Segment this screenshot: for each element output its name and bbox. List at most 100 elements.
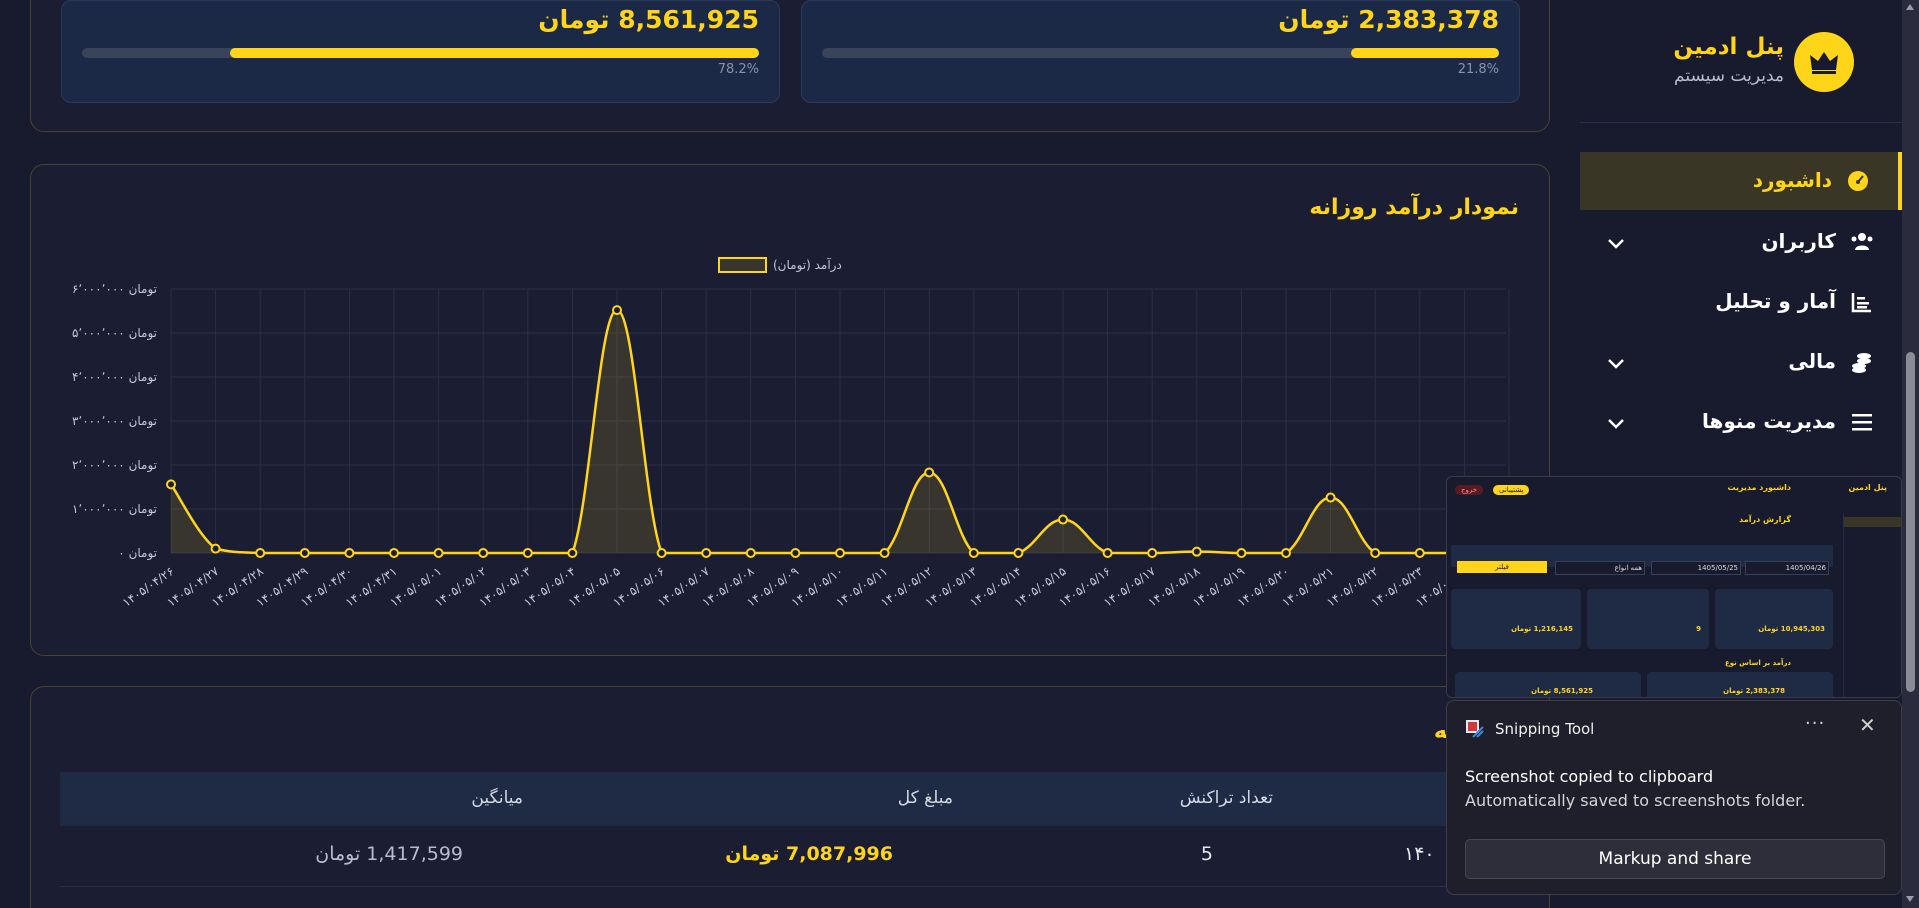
y-tick-label: ۲٬۰۰۰٬۰۰۰ تومان [72,458,157,473]
markup-and-share-button[interactable]: Markup and share [1465,839,1885,879]
y-tick-label: ۶٬۰۰۰٬۰۰۰ تومان [72,282,157,297]
data-point [1191,546,1202,557]
sidebar-item-label: مدیریت منوها [1702,409,1836,433]
preview-section: گزارش درآمد [1739,515,1791,524]
close-icon[interactable]: ✕ [1859,713,1876,737]
y-tick-label: ۳٬۰۰۰٬۰۰۰ تومان [72,414,157,429]
data-point [1102,548,1113,558]
preview-stat-card-2 [1587,589,1709,649]
data-point [522,548,533,558]
col-count: تعداد تراکنش [1179,788,1273,808]
main-content: 8,561,925 تومان 78.2% 2,383,378 تومان 21… [30,0,1550,908]
data-point [1281,548,1291,558]
sidebar-item-menus[interactable]: مدیریت منوها [1580,393,1902,451]
data-point [478,548,489,558]
preview-type-card-2 [1455,672,1641,697]
data-point [433,548,444,558]
sidebar-item-finance[interactable]: مالی [1580,333,1902,391]
scrollbar[interactable] [1902,0,1919,908]
chevron-down-icon[interactable] [1606,353,1626,373]
data-point [968,548,979,558]
chevron-down-icon[interactable] [1606,413,1626,433]
y-tick-label: ۱٬۰۰۰٬۰۰۰ تومان [72,502,157,517]
preview-start-date: 1405/05/25 [1651,561,1741,575]
preview-stat-card-1 [1715,589,1833,649]
legend-label: درآمد (تومان) [773,257,842,273]
cell-total: 7,087,996 تومان [725,843,893,865]
sidebar-subtitle: مدیریت سیستم [1674,66,1784,86]
data-point [656,548,667,558]
data-point [1370,548,1381,558]
notification-heading: Screenshot copied to clipboard [1465,767,1714,786]
data-point [701,548,712,558]
sidebar-divider [1580,122,1902,123]
chart-title: نمودار درآمد روزانه [1309,195,1519,220]
sidebar-item-label: کاربران [1761,229,1836,253]
preview-sidebar-title: پنل ادمین [1848,483,1887,492]
daily-revenue-chart-card: نمودار درآمد روزانه ۰ تومان ۱٬۰۰۰٬۰۰۰ توم… [30,164,1550,656]
data-point [344,548,355,558]
progress-amount: 8,561,925 تومان [538,5,759,34]
sidebar-item-analytics[interactable]: آمار و تحلیل [1580,273,1902,331]
notification-app-name: Snipping Tool [1495,720,1595,738]
y-tick-label: ۴٬۰۰۰٬۰۰۰ تومان [72,370,157,385]
legend-swatch [718,257,767,273]
more-options-icon[interactable]: ··· [1805,713,1826,734]
data-point [255,548,266,558]
chevron-down-icon[interactable] [1606,233,1626,253]
data-point [879,548,890,558]
scroll-down-arrow[interactable] [1906,896,1914,902]
data-point [790,548,801,558]
progress-track [822,48,1499,58]
preview-sidebar [1843,513,1901,697]
cell-count: 5 [1200,843,1213,865]
data-point [924,467,935,478]
screenshot-preview[interactable]: داشبورد مدیریت پنل ادمین خروج پشتیبانی گ… [1446,476,1902,698]
preview-support-button: پشتیبانی [1493,485,1530,495]
progress-fill [1351,48,1499,58]
y-tick-label: ۰ تومان [118,546,157,561]
data-point [835,548,845,558]
data-point [1147,548,1158,558]
preview-sidebar-active [1844,517,1901,527]
progress-card-subscription: 2,383,378 تومان 21.8% [801,0,1520,103]
preview-title: داشبورد مدیریت [1727,483,1791,492]
preview-stat-value-1: 10,945,303 تومان [1758,625,1825,633]
data-point [1013,548,1024,558]
data-point [745,548,756,558]
progress-card-gift: 8,561,925 تومان 78.2% [61,0,780,103]
data-point [1414,548,1425,558]
table-row-divider [60,886,1550,887]
data-point [299,548,310,558]
coins-icon [1852,353,1871,373]
progress-fill [229,48,759,58]
notification-body: Automatically saved to screenshots folde… [1465,791,1806,810]
progress-track [82,48,759,58]
preview-filter-button: فیلتر [1457,561,1547,573]
progress-amount: 2,383,378 تومان [1278,5,1499,34]
sidebar-item-dashboard[interactable]: داشبورد [1580,152,1902,210]
data-point [567,548,578,558]
bar-chart-icon [1851,293,1871,313]
data-point [612,305,622,316]
crown-icon [1794,32,1854,92]
snipping-tool-icon [1466,720,1484,738]
preview-type-value-1: 2,383,378 تومان [1723,687,1785,695]
sidebar-item-label: مالی [1788,349,1836,373]
revenue-line-chart: ۰ تومان ۱٬۰۰۰٬۰۰۰ تومان ۲٬۰۰۰٬۰۰۰ تومان ۳٬۰… [72,257,1515,610]
scroll-up-arrow[interactable] [1906,4,1914,10]
sidebar-item-users[interactable]: کاربران [1580,213,1902,271]
data-point [1058,514,1068,525]
scroll-thumb[interactable] [1906,352,1915,692]
data-point [1236,548,1247,558]
preview-type-value-2: 8,561,925 تومان [1531,687,1593,695]
col-total: مبلغ کل [897,788,953,808]
users-icon [1851,233,1873,250]
cell-date: ۱۴۰ [1404,843,1435,865]
preview-type-card-1 [1647,672,1833,697]
progress-percent: 78.2% [717,62,759,77]
sidebar-title: پنل ادمین [1673,34,1784,60]
preview-stat-card-3 [1451,589,1581,649]
data-point [166,479,176,490]
preview-stat-value-2: 9 [1696,625,1701,633]
